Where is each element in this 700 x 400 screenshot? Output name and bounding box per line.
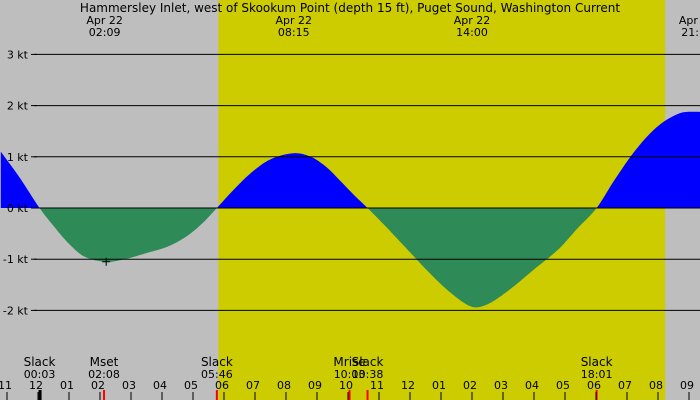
- y-tick-label: 3 kt: [7, 48, 29, 61]
- event-time-label: 02:08: [88, 368, 120, 381]
- x-tick-label: 04: [525, 379, 539, 392]
- top-date-label: Apr 22: [454, 14, 491, 27]
- x-tick-label: 01: [60, 379, 74, 392]
- x-tick-label: 05: [556, 379, 570, 392]
- x-tick-label: 03: [122, 379, 136, 392]
- x-tick-label: 03: [494, 379, 508, 392]
- event-name-label: Mrise: [333, 355, 365, 369]
- x-tick-label: 10: [339, 379, 353, 392]
- current-curve: [0, 111, 700, 308]
- top-date-label: Apr 22: [86, 14, 123, 27]
- x-tick-label: 12: [401, 379, 415, 392]
- top-time-label: 21:1: [681, 26, 700, 39]
- flood-area-2: [216, 153, 368, 208]
- event-time-label: 10:03: [334, 368, 366, 381]
- ebb-area-3: [367, 208, 597, 308]
- y-axis-labels: 3 kt 2 kt 1 kt 0 kt -1 kt -2 kt: [3, 48, 29, 317]
- top-time-label: 08:15: [278, 26, 310, 39]
- y-tick-label: 2 kt: [7, 100, 29, 113]
- chart-title: Hammersley Inlet, west of Skookum Point …: [80, 1, 620, 15]
- top-date-label: Apr 2: [679, 14, 700, 27]
- x-tick-label: 06: [215, 379, 229, 392]
- top-time-label: 02:09: [89, 26, 121, 39]
- x-tick-label: 04: [153, 379, 167, 392]
- y-tick-label: -2 kt: [3, 304, 29, 317]
- x-tick-label: 02: [463, 379, 477, 392]
- event-labels: Slack00:03Mset02:08Slack05:46Mrise10:03S…: [24, 355, 613, 400]
- marker: [102, 257, 111, 266]
- flood-area-0: [0, 151, 40, 208]
- event-time-label: 10:38: [352, 368, 384, 381]
- x-tick-label: 09: [680, 379, 694, 392]
- y-tick-label: 1 kt: [7, 151, 29, 164]
- y-tick-label: -1 kt: [3, 253, 29, 266]
- x-tick-label: 02: [91, 379, 105, 392]
- event-tick-mark: [38, 390, 42, 400]
- x-tick-label: 09: [308, 379, 322, 392]
- x-tick-label: 11: [370, 379, 384, 392]
- event-name-label: Slack: [201, 355, 233, 369]
- x-tick-label: 05: [184, 379, 198, 392]
- event-time-label: 05:46: [201, 368, 233, 381]
- x-tick-label: 01: [432, 379, 446, 392]
- event-name-label: Slack: [581, 355, 613, 369]
- x-tick-label: 07: [246, 379, 260, 392]
- event-name-label: Slack: [24, 355, 56, 369]
- event-tick-mark: [366, 390, 369, 400]
- event-time-label: 18:01: [581, 368, 613, 381]
- ebb-area-1: [39, 208, 217, 262]
- event-time-label: 00:03: [24, 368, 56, 381]
- x-tick-label: 08: [649, 379, 663, 392]
- grid-lines: [31, 53, 700, 311]
- top-time-label: 14:00: [456, 26, 488, 39]
- event-tick-mark: [595, 390, 598, 400]
- event-name-label: Mset: [90, 355, 119, 369]
- x-tick-label: 11: [0, 379, 12, 392]
- event-tick-mark: [103, 390, 106, 400]
- top-date-label: Apr 22: [275, 14, 312, 27]
- x-tick-label: 07: [618, 379, 632, 392]
- x-tick-label: 06: [587, 379, 601, 392]
- y-tick-label: 0 kt: [7, 202, 29, 215]
- x-tick-label: 08: [277, 379, 291, 392]
- event-name-label: Slack: [352, 355, 384, 369]
- x-axis-hour-labels: 11 12 01 02 03 04 05 06 07 08 09 10 11 12 01 02 03 04 05 06…: [0, 379, 694, 400]
- flood-area-4: [596, 111, 700, 208]
- event-tick-mark: [348, 390, 351, 400]
- event-tick-mark: [215, 390, 218, 400]
- x-tick-label: 12: [29, 379, 43, 392]
